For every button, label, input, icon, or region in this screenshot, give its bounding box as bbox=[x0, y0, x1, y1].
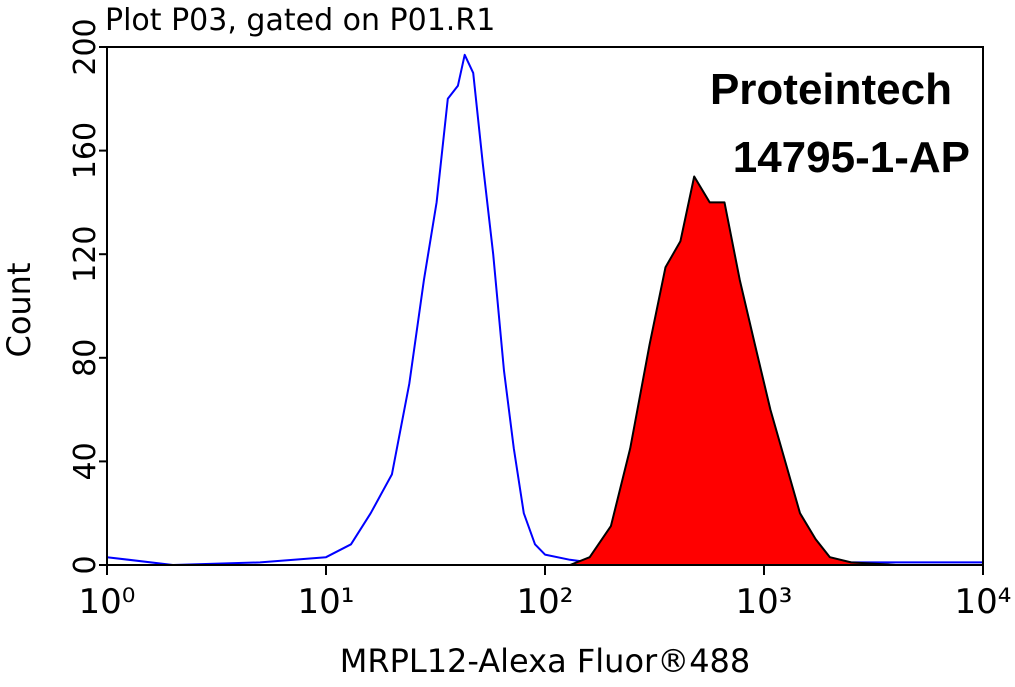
y-tick-label: 120 bbox=[68, 226, 103, 283]
plot-frame bbox=[106, 46, 984, 566]
annotation: 14795-1-AP bbox=[733, 133, 970, 182]
y-axis-label: Count bbox=[0, 262, 38, 357]
x-tick-label: 10⁰ bbox=[79, 582, 136, 622]
annotation: Proteintech bbox=[710, 65, 952, 114]
x-tick-label: 10⁴ bbox=[955, 582, 1012, 622]
y-tick-label: 0 bbox=[68, 555, 103, 574]
filled-histogram bbox=[106, 175, 984, 566]
y-tick-label: 200 bbox=[68, 18, 103, 75]
x-tick-label: 10² bbox=[517, 582, 574, 622]
x-axis-label: MRPL12-Alexa Fluor®488 bbox=[340, 642, 751, 680]
y-tick-label: 160 bbox=[68, 122, 103, 179]
x-tick-label: 10³ bbox=[736, 582, 793, 622]
histogram-line bbox=[106, 53, 983, 566]
chart-title: Plot P03, gated on P01.R1 bbox=[105, 3, 495, 38]
x-tick-label: 10¹ bbox=[298, 582, 355, 622]
y-tick-label: 40 bbox=[68, 442, 103, 480]
y-tick-label: 80 bbox=[68, 339, 103, 377]
